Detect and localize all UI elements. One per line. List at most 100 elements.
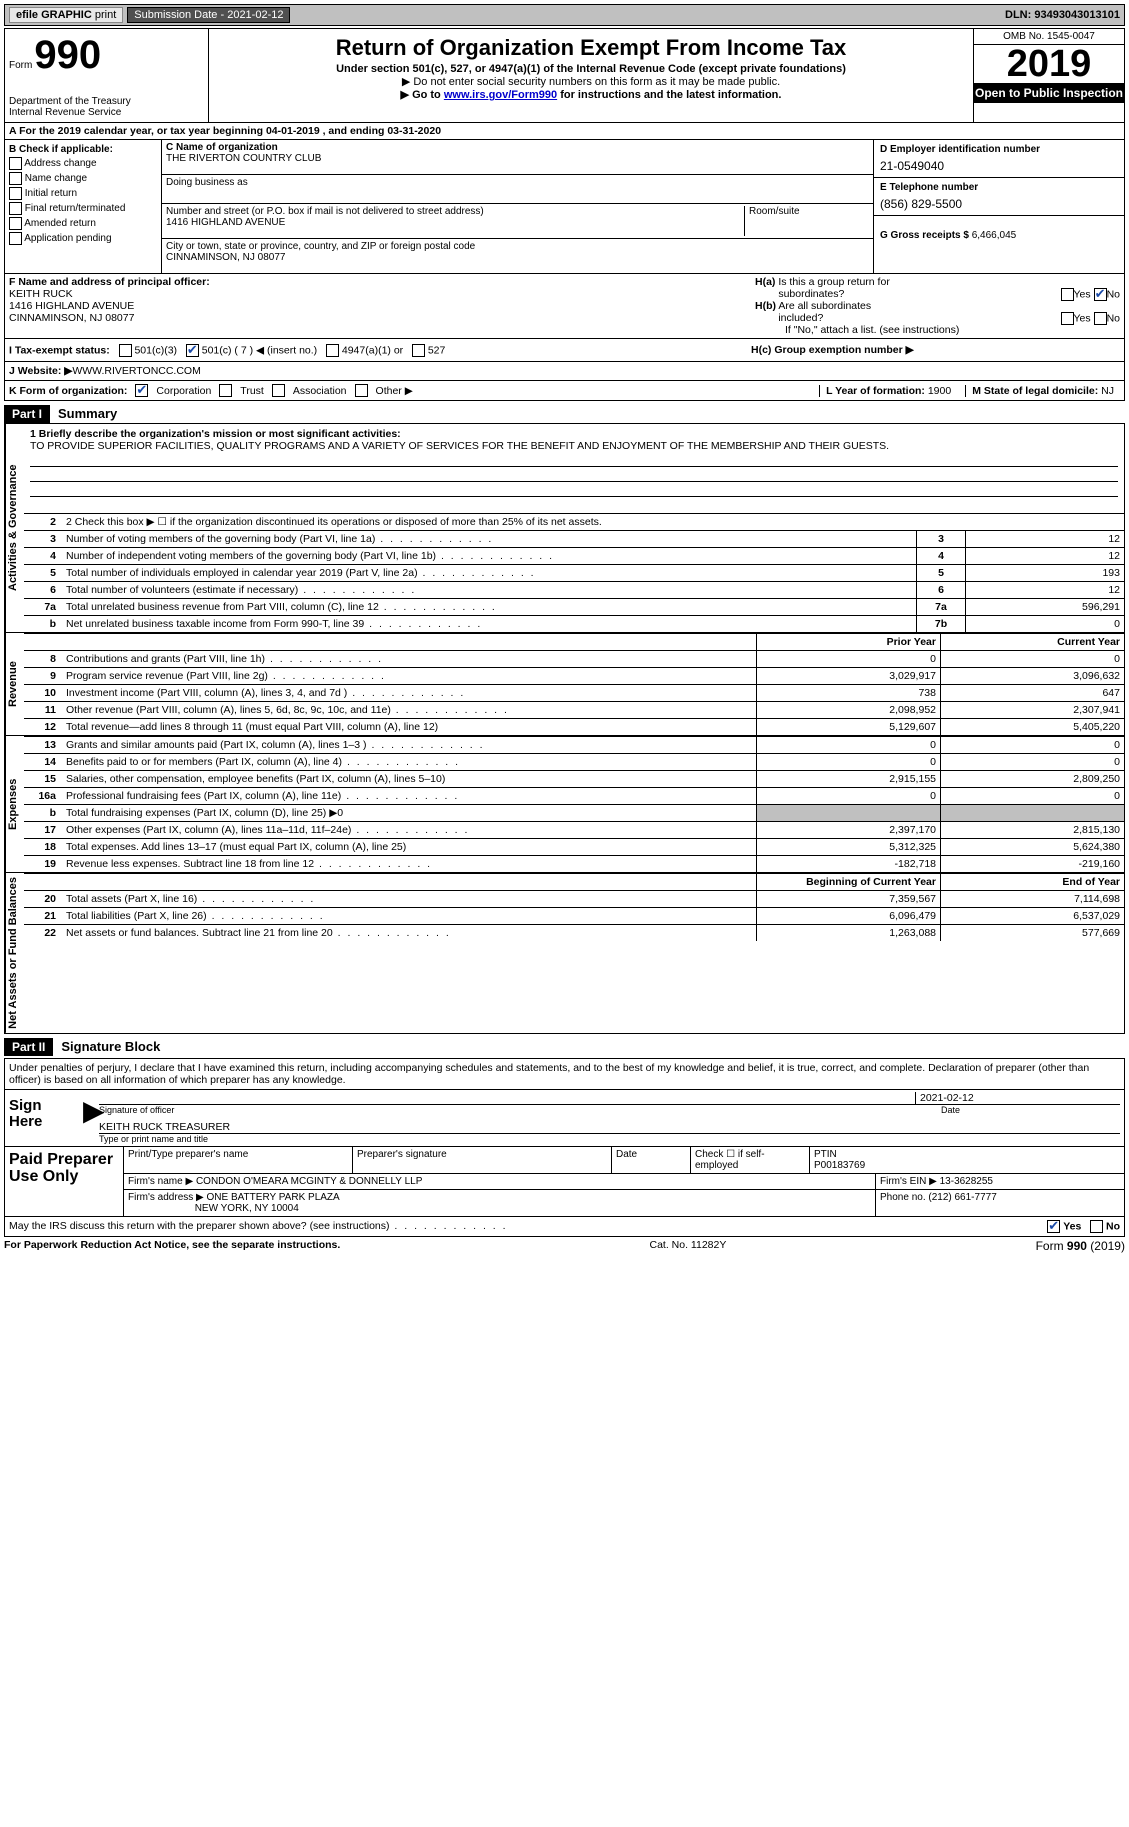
signature-block: Under penalties of perjury, I declare th… bbox=[4, 1058, 1125, 1217]
officer-row: F Name and address of principal officer:… bbox=[4, 274, 1125, 339]
firm-ein: 13-3628255 bbox=[940, 1176, 993, 1187]
4947-checkbox[interactable] bbox=[326, 344, 339, 357]
tax-year: 2019 bbox=[974, 45, 1124, 83]
ein-phone-col: D Employer identification number 21-0549… bbox=[873, 140, 1124, 273]
sign-arrow-icon: ▶ bbox=[83, 1090, 95, 1146]
table-row: 21Total liabilities (Part X, line 26)6,0… bbox=[24, 908, 1124, 925]
table-row: 7aTotal unrelated business revenue from … bbox=[24, 599, 1124, 616]
table-row: 3Number of voting members of the governi… bbox=[24, 531, 1124, 548]
ptin: P00183769 bbox=[814, 1160, 865, 1171]
table-row: 20Total assets (Part X, line 16)7,359,56… bbox=[24, 891, 1124, 908]
table-row: 10Investment income (Part VIII, column (… bbox=[24, 685, 1124, 702]
dln: DLN: 93493043013101 bbox=[1005, 9, 1120, 21]
table-row: 13Grants and similar amounts paid (Part … bbox=[24, 737, 1124, 754]
firm-phone: (212) 661-7777 bbox=[928, 1192, 996, 1203]
governance-vtext: Activities & Governance bbox=[5, 424, 24, 632]
expenses-block: Expenses 13Grants and similar amounts pa… bbox=[4, 736, 1125, 873]
year-cell: OMB No. 1545-0047 2019 Open to Public In… bbox=[973, 29, 1124, 122]
form-subtitle-3: ▶ Go to www.irs.gov/Form990 for instruct… bbox=[215, 88, 967, 101]
ha-yes-checkbox[interactable] bbox=[1061, 288, 1074, 301]
entity-row: B Check if applicable: Address change Na… bbox=[4, 140, 1125, 274]
amended-return-checkbox[interactable] bbox=[9, 217, 22, 230]
application-pending-checkbox[interactable] bbox=[9, 232, 22, 245]
hb-no-checkbox[interactable] bbox=[1094, 312, 1107, 325]
signature-date: 2021-02-12 bbox=[915, 1092, 1120, 1104]
table-row: 8Contributions and grants (Part VIII, li… bbox=[24, 651, 1124, 668]
table-row: 11Other revenue (Part VIII, column (A), … bbox=[24, 702, 1124, 719]
revenue-table: Prior YearCurrent Year 8Contributions an… bbox=[24, 633, 1124, 735]
name-change-checkbox[interactable] bbox=[9, 172, 22, 185]
discuss-yes-checkbox[interactable] bbox=[1047, 1220, 1060, 1233]
footer: For Paperwork Reduction Act Notice, see … bbox=[4, 1237, 1125, 1255]
ein: 21-0549040 bbox=[880, 155, 1118, 173]
officer-name: KEITH RUCK TREASURER bbox=[99, 1121, 1120, 1133]
final-return-checkbox[interactable] bbox=[9, 202, 22, 215]
form-number: 990 bbox=[34, 33, 101, 78]
part-ii-header: Part IISignature Block bbox=[4, 1034, 1125, 1056]
table-row: 22Net assets or fund balances. Subtract … bbox=[24, 925, 1124, 942]
tax-exempt-row: I Tax-exempt status: 501(c)(3) 501(c) ( … bbox=[4, 339, 1125, 362]
check-applicable-col: B Check if applicable: Address change Na… bbox=[5, 140, 162, 273]
revenue-block: Revenue Prior YearCurrent Year 8Contribu… bbox=[4, 633, 1125, 736]
table-row: bTotal fundraising expenses (Part IX, co… bbox=[24, 805, 1124, 822]
net-assets-table: Beginning of Current YearEnd of Year 20T… bbox=[24, 873, 1124, 941]
other-checkbox[interactable] bbox=[355, 384, 368, 397]
form-title-cell: Return of Organization Exempt From Incom… bbox=[209, 29, 973, 122]
form-subtitle-1: Under section 501(c), 527, or 4947(a)(1)… bbox=[215, 63, 967, 75]
firm-name: CONDON O'MEARA MCGINTY & DONNELLY LLP bbox=[196, 1176, 422, 1187]
top-toolbar: efile GRAPHIC print Submission Date - 20… bbox=[4, 4, 1125, 26]
net-assets-vtext: Net Assets or Fund Balances bbox=[5, 873, 24, 1033]
table-row: 5Total number of individuals employed in… bbox=[24, 565, 1124, 582]
paid-preparer-label: Paid Preparer Use Only bbox=[5, 1147, 123, 1216]
irs-link[interactable]: www.irs.gov/Form990 bbox=[444, 89, 557, 101]
discuss-no-checkbox[interactable] bbox=[1090, 1220, 1103, 1233]
assoc-checkbox[interactable] bbox=[272, 384, 285, 397]
table-row: bNet unrelated business taxable income f… bbox=[24, 616, 1124, 633]
form-label: Form bbox=[9, 60, 32, 71]
501c-checkbox[interactable] bbox=[186, 344, 199, 357]
table-row: 18Total expenses. Add lines 13–17 (must … bbox=[24, 839, 1124, 856]
governance-table: 22 Check this box ▶ ☐ if the organizatio… bbox=[24, 513, 1124, 632]
table-row: 4Number of independent voting members of… bbox=[24, 548, 1124, 565]
efile-button[interactable]: efile GRAPHIC print bbox=[9, 7, 123, 23]
penalties-text: Under penalties of perjury, I declare th… bbox=[5, 1059, 1124, 1089]
table-row: 17Other expenses (Part IX, column (A), l… bbox=[24, 822, 1124, 839]
table-row: 16aProfessional fundraising fees (Part I… bbox=[24, 788, 1124, 805]
website-link[interactable]: WWW.RIVERTONCC.COM bbox=[72, 365, 201, 377]
discuss-row: May the IRS discuss this return with the… bbox=[4, 1217, 1125, 1237]
expenses-vtext: Expenses bbox=[5, 736, 24, 872]
trust-checkbox[interactable] bbox=[219, 384, 232, 397]
501c3-checkbox[interactable] bbox=[119, 344, 132, 357]
gross-receipts: 6,466,045 bbox=[972, 230, 1017, 241]
form-of-org-row: K Form of organization: Corporation Trus… bbox=[4, 381, 1125, 401]
527-checkbox[interactable] bbox=[412, 344, 425, 357]
phone: (856) 829-5500 bbox=[880, 193, 1118, 211]
table-row: 14Benefits paid to or for members (Part … bbox=[24, 754, 1124, 771]
ha-no-checkbox[interactable] bbox=[1094, 288, 1107, 301]
initial-return-checkbox[interactable] bbox=[9, 187, 22, 200]
submission-date: Submission Date - 2021-02-12 bbox=[127, 7, 290, 23]
net-assets-block: Net Assets or Fund Balances Beginning of… bbox=[4, 873, 1125, 1034]
sign-here-label: Sign Here bbox=[5, 1090, 83, 1146]
table-row: 12Total revenue—add lines 8 through 11 (… bbox=[24, 719, 1124, 736]
calendar-year-line: A For the 2019 calendar year, or tax yea… bbox=[4, 123, 1125, 140]
mission-text: TO PROVIDE SUPERIOR FACILITIES, QUALITY … bbox=[30, 440, 889, 452]
open-to-public: Open to Public Inspection bbox=[974, 83, 1124, 103]
form-header: Form 990 Department of the TreasuryInter… bbox=[4, 28, 1125, 123]
table-row: 19Revenue less expenses. Subtract line 1… bbox=[24, 856, 1124, 873]
address-change-checkbox[interactable] bbox=[9, 157, 22, 170]
form-number-cell: Form 990 Department of the TreasuryInter… bbox=[5, 29, 209, 122]
expenses-table: 13Grants and similar amounts paid (Part … bbox=[24, 736, 1124, 872]
form-title: Return of Organization Exempt From Incom… bbox=[215, 35, 967, 61]
revenue-vtext: Revenue bbox=[5, 633, 24, 735]
hb-yes-checkbox[interactable] bbox=[1061, 312, 1074, 325]
corp-checkbox[interactable] bbox=[135, 384, 148, 397]
governance-block: Activities & Governance 1 Briefly descri… bbox=[4, 423, 1125, 633]
form-subtitle-2: ▶ Do not enter social security numbers o… bbox=[215, 75, 967, 88]
website-row: J Website: ▶ WWW.RIVERTONCC.COM bbox=[4, 362, 1125, 381]
dept-treasury: Department of the TreasuryInternal Reven… bbox=[9, 96, 204, 118]
name-address-col: C Name of organizationTHE RIVERTON COUNT… bbox=[162, 140, 873, 273]
table-row: 15Salaries, other compensation, employee… bbox=[24, 771, 1124, 788]
part-i-header: Part ISummary bbox=[4, 401, 1125, 423]
table-row: 9Program service revenue (Part VIII, lin… bbox=[24, 668, 1124, 685]
